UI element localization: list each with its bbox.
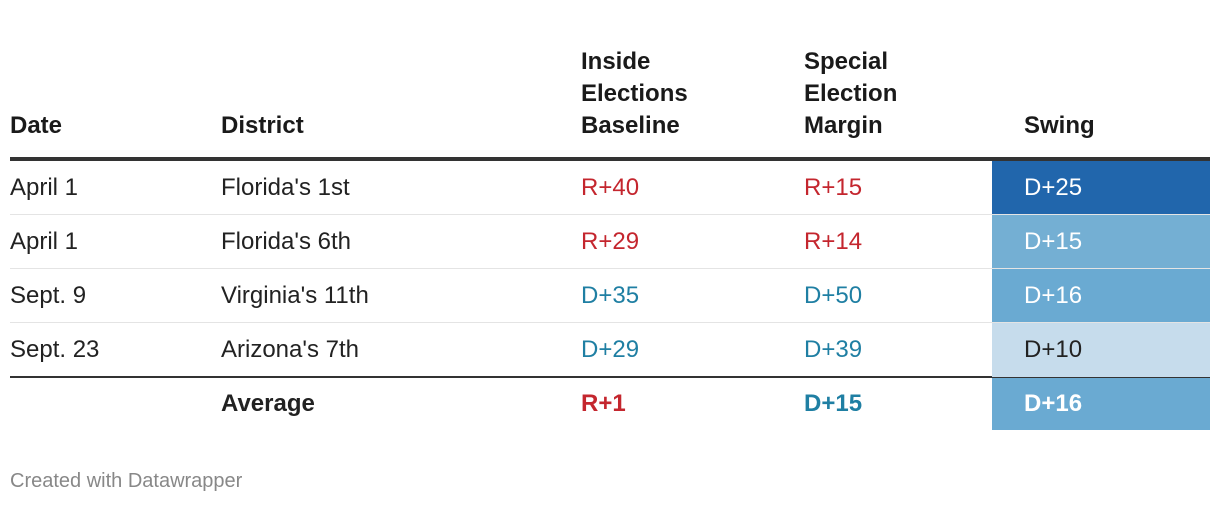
row-rule xyxy=(10,214,1210,215)
column-header: Swing xyxy=(1024,112,1095,139)
cell: Arizona's 7th xyxy=(221,336,359,363)
cell: Florida's 1st xyxy=(221,174,350,201)
header-rule xyxy=(10,157,1210,161)
cell: Florida's 6th xyxy=(221,228,351,255)
cell: R+29 xyxy=(581,228,640,255)
cell: D+39 xyxy=(804,336,863,363)
swing-fill xyxy=(992,161,1210,215)
average-rule xyxy=(10,376,1210,378)
cell: R+14 xyxy=(804,228,863,255)
column-header: Date xyxy=(10,112,63,139)
column-header: Inside Elections Baseline xyxy=(581,48,688,139)
column-header: District xyxy=(221,112,304,139)
footer: Created with Datawrapper xyxy=(10,470,243,492)
cell: D+35 xyxy=(581,282,640,309)
cell: R+40 xyxy=(581,174,640,201)
cell: D+29 xyxy=(581,336,640,363)
cell: D+15 xyxy=(1024,228,1083,255)
column-header: Special Election Margin xyxy=(804,48,898,139)
swing-fill xyxy=(992,215,1210,269)
cell: D+50 xyxy=(804,282,863,309)
average-cell: D+16 xyxy=(1024,390,1083,417)
swing-fill xyxy=(992,378,1210,430)
swing-fill xyxy=(992,323,1210,377)
average-cell: R+1 xyxy=(581,390,626,417)
cell: R+15 xyxy=(804,174,863,201)
row-rule xyxy=(10,322,1210,323)
cell: Sept. 9 xyxy=(10,282,87,309)
average-cell: D+15 xyxy=(804,390,863,417)
average-cell: Average xyxy=(221,390,315,417)
cell: Virginia's 11th xyxy=(221,282,369,309)
swing-fill xyxy=(992,269,1210,323)
cell: D+25 xyxy=(1024,174,1083,201)
cell: April 1 xyxy=(10,228,79,255)
cell: April 1 xyxy=(10,174,79,201)
row-rule xyxy=(10,268,1210,269)
cell: Sept. 23 xyxy=(10,336,100,363)
cell: D+16 xyxy=(1024,282,1083,309)
cell: D+10 xyxy=(1024,336,1083,363)
